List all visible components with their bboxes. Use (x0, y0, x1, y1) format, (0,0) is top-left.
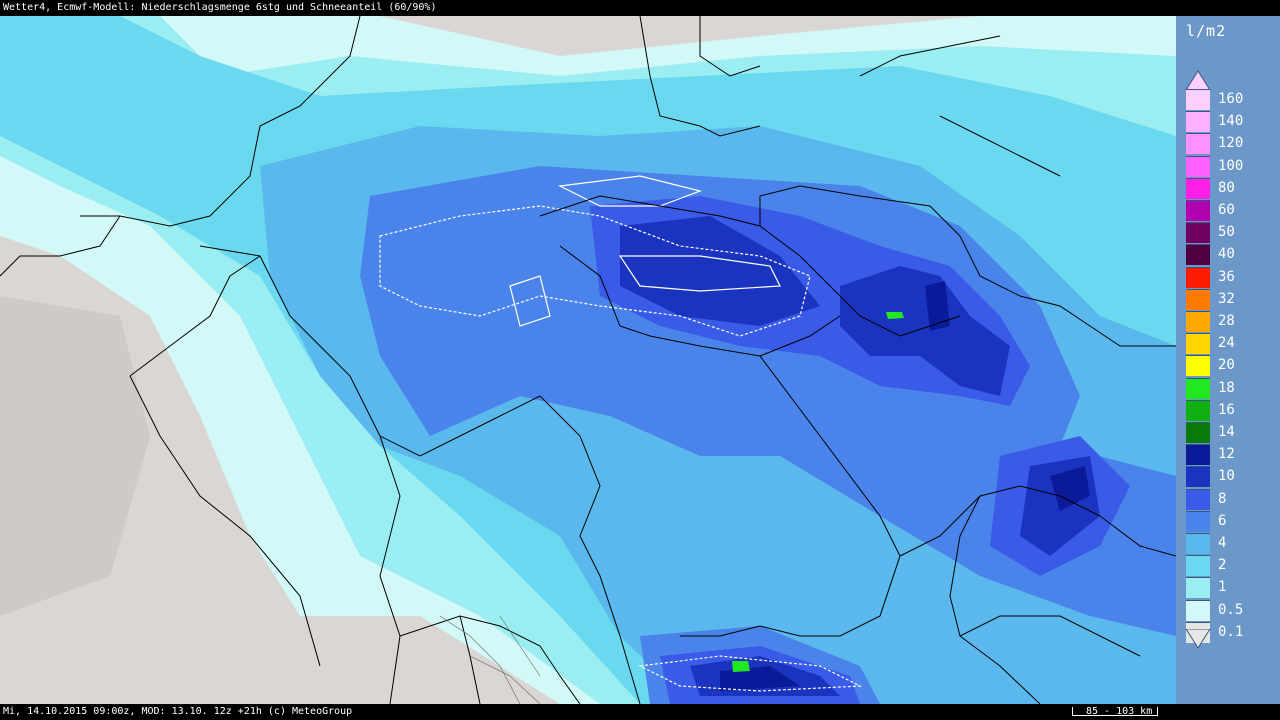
scale-bar (1072, 707, 1158, 716)
legend-swatch (1186, 377, 1210, 399)
legend-label: 14 (1218, 424, 1235, 440)
legend-swatch (1186, 444, 1210, 466)
legend-arrow-bottom-icon (1186, 629, 1211, 649)
legend-swatch (1186, 200, 1210, 221)
footer-timestamp: Mi, 14.10.2015 09:00z, MOD: 13.10. 12z +… (3, 706, 353, 717)
legend-label: 40 (1218, 246, 1235, 263)
legend-swatch (1186, 355, 1210, 377)
legend-swatch (1186, 533, 1210, 554)
legend-swatch (1186, 177, 1210, 199)
legend-swatch (1186, 311, 1210, 332)
legend-swatch (1186, 577, 1210, 599)
legend-label: 10 (1218, 468, 1235, 485)
legend-label: 28 (1218, 313, 1235, 329)
footer-scale-label: 85 - 103 km (1086, 706, 1153, 717)
map-canvas (0, 16, 1176, 704)
legend-label: 120 (1218, 135, 1244, 152)
legend-swatch (1186, 133, 1210, 155)
footer: Mi, 14.10.2015 09:00z, MOD: 13.10. 12z +… (0, 704, 1280, 720)
legend-label: 160 (1218, 91, 1244, 107)
legend-swatch (1186, 89, 1210, 110)
legend-swatch (1186, 510, 1210, 532)
legend-swatch (1186, 555, 1210, 577)
legend-label: 100 (1218, 157, 1244, 174)
legend-swatch (1186, 399, 1210, 421)
precipitation-map[interactable] (0, 16, 1176, 704)
legend-label: 1 (1218, 579, 1227, 596)
legend-swatch (1186, 466, 1210, 488)
legend-label: 8 (1218, 490, 1227, 507)
legend-swatch (1186, 111, 1210, 133)
legend-label: 12 (1218, 446, 1235, 463)
legend-swatch (1186, 488, 1210, 510)
legend-swatch (1186, 222, 1210, 244)
legend-label: 2 (1218, 557, 1227, 574)
legend-label: 140 (1218, 113, 1244, 130)
legend-label: 32 (1218, 290, 1235, 307)
legend-label: 60 (1218, 202, 1235, 218)
legend-swatch (1186, 288, 1210, 310)
legend-label: 20 (1218, 357, 1235, 374)
legend-label: 6 (1218, 512, 1227, 529)
legend-label: 4 (1218, 535, 1227, 551)
legend-label: 36 (1218, 268, 1235, 285)
legend-swatch (1186, 599, 1210, 621)
map-title: Wetter4, Ecmwf-Modell: Niederschlagsmeng… (0, 0, 1280, 16)
legend-swatch (1186, 422, 1210, 443)
legend-label: 0.5 (1218, 601, 1244, 618)
legend-arrow-top-icon (1186, 70, 1211, 90)
legend-unit: l/m2 (1186, 22, 1227, 40)
legend-swatch (1186, 266, 1210, 288)
legend-label: 16 (1218, 401, 1235, 418)
legend-label: 80 (1218, 179, 1235, 196)
legend-swatch (1186, 244, 1210, 266)
legend-swatch (1186, 155, 1210, 177)
legend-label: 0.1 (1218, 623, 1244, 640)
legend-label: 18 (1218, 379, 1235, 396)
color-legend: l/m2 160 140 120 100 80 60 50 40 36 32 28 24 20 18 16 1… (1176, 16, 1280, 704)
legend-label: 50 (1218, 224, 1235, 241)
legend-swatch (1186, 333, 1210, 355)
legend-label: 24 (1218, 335, 1235, 352)
